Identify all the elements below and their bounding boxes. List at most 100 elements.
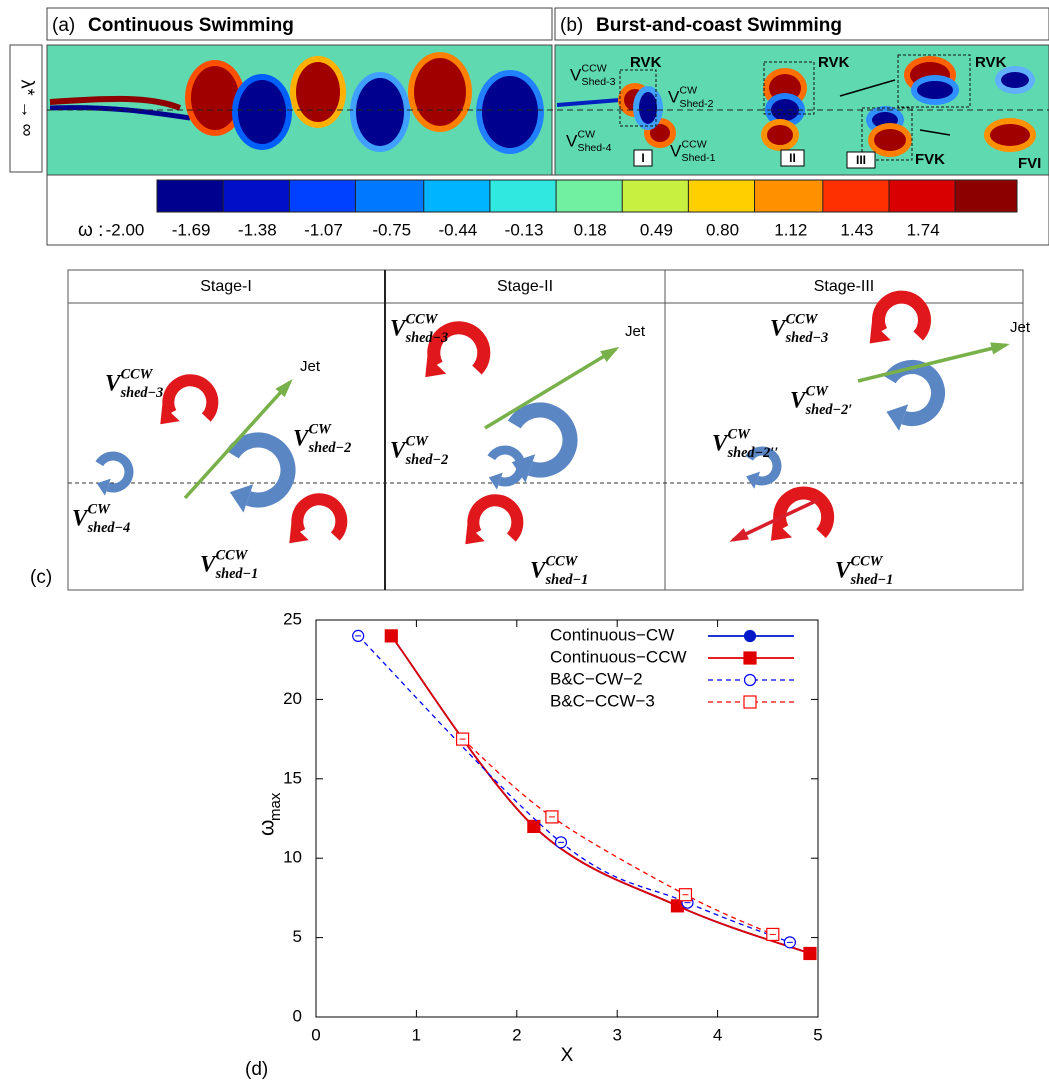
- vortex-sup: CCW: [546, 554, 579, 570]
- color-bin: [622, 180, 689, 212]
- color-bin: [223, 180, 290, 212]
- colorbar-tick-label: 0.80: [706, 220, 739, 239]
- y-tick-label: 20: [283, 689, 302, 708]
- vortex-sup: CW: [578, 129, 596, 141]
- y-tick-label: 15: [283, 768, 302, 787]
- colorbar-tick-label: -1.69: [172, 220, 211, 239]
- color-bin: [688, 180, 755, 212]
- stage-header: Stage-III: [814, 278, 874, 295]
- jet-arrow-head: [990, 342, 1010, 355]
- rotation-head: [289, 523, 309, 544]
- stage-header: Stage-I: [200, 278, 252, 295]
- series-line: [357, 635, 791, 943]
- x-tick-label: 3: [612, 1025, 621, 1044]
- legend-label: Continuous−CCW: [550, 647, 687, 666]
- vortex-sup: CW: [88, 502, 112, 518]
- legend-label: B&C−CW−2: [550, 669, 643, 688]
- x-tick-label: 0: [311, 1025, 320, 1044]
- vortex-sup: CCW: [582, 63, 607, 75]
- colorbar-tick-label: -1.07: [304, 220, 343, 239]
- vortex-sub: Shed-3: [582, 76, 616, 88]
- series-line: [462, 738, 774, 936]
- rotation-head: [488, 472, 503, 490]
- rotation-arc: [773, 486, 835, 538]
- vortex-sup: CCW: [406, 312, 439, 328]
- panel-d-label: (d): [245, 1059, 268, 1080]
- x-tick-label: 5: [813, 1025, 822, 1044]
- vortex-base: V: [566, 131, 578, 150]
- rotation-head: [869, 322, 891, 344]
- y-tick-label: 5: [293, 927, 302, 946]
- color-bin: [955, 180, 1017, 212]
- rotation-arc: [872, 290, 931, 341]
- vortex-sup: CW: [680, 85, 698, 97]
- color-bin: [355, 180, 424, 212]
- colorbar-tick-label: -1.38: [238, 220, 277, 239]
- vortex-blob: [767, 125, 793, 145]
- jet-arrow-head: [275, 379, 293, 398]
- region-tag: RVK: [975, 54, 1007, 71]
- vortex-sup: CW: [806, 384, 830, 400]
- vortex-base: V: [670, 141, 682, 160]
- jet-arrow: [484, 347, 617, 430]
- region-tag: FVI: [1018, 155, 1041, 172]
- stage-table: [67, 269, 1024, 591]
- vortex-base: V: [200, 551, 217, 576]
- legend-marker: [743, 673, 757, 687]
- stage-header: Stage-II: [497, 278, 553, 295]
- vortex-sub: Shed-2: [680, 98, 714, 110]
- vortex-sub: shed−3: [120, 385, 164, 401]
- vortex-base: V: [668, 87, 680, 106]
- rotation-arc: [291, 493, 348, 541]
- marker: [384, 629, 398, 643]
- wake-streak: [49, 95, 182, 111]
- jet-label: Jet: [300, 358, 321, 375]
- rotation-head: [229, 484, 254, 513]
- panel-c-label: (c): [30, 567, 52, 588]
- y-tick-label: 0: [293, 1006, 302, 1025]
- colorbar-tick-label: 0.49: [640, 220, 673, 239]
- rotation-arc: [225, 432, 296, 508]
- y-axis-subscript: max: [267, 792, 284, 821]
- region-tag: FVK: [915, 151, 945, 168]
- stage-tag: II: [789, 151, 796, 165]
- vortex-blob: [771, 99, 799, 121]
- colorbar-tick-label: -2.00: [106, 220, 145, 239]
- color-bin: [289, 180, 356, 212]
- rotation-head: [886, 404, 909, 431]
- vortex-base: V: [570, 65, 582, 84]
- legend-marker: [743, 651, 757, 665]
- rotation-head: [770, 519, 793, 541]
- vortex-base: V: [770, 315, 787, 340]
- x-tick-label: 2: [512, 1025, 521, 1044]
- rotation-head: [160, 404, 180, 425]
- jet-arrow-head: [600, 346, 620, 362]
- y-tick-label: 25: [283, 609, 302, 628]
- rotation-head: [425, 355, 447, 378]
- region-box: [861, 107, 913, 161]
- colorbar-tick-label: 1.74: [907, 220, 940, 239]
- marker: [803, 946, 817, 961]
- vortex-blob: [874, 129, 906, 151]
- color-bin: [556, 180, 623, 212]
- vortex-sup: CW: [406, 434, 430, 450]
- vortex-blob: [917, 81, 953, 99]
- vortex-sup: CCW: [121, 367, 154, 383]
- series-line: [390, 635, 811, 955]
- stage-tag-box: [846, 151, 876, 169]
- vortex-sub: Shed-1: [682, 152, 716, 164]
- color-bin: [157, 180, 224, 212]
- jet-label: Jet: [1010, 319, 1031, 336]
- region-box: [619, 69, 657, 127]
- color-bin: [888, 180, 956, 212]
- stage-tag-box: [780, 149, 805, 167]
- vortex-blob: [296, 62, 340, 122]
- arrow: [919, 129, 951, 136]
- rotation-arc: [507, 402, 578, 478]
- vortex-sub: Shed-4: [578, 142, 612, 154]
- color-bin: [423, 180, 490, 212]
- vortex-blob: [191, 66, 239, 130]
- vortex-base: V: [712, 430, 729, 455]
- rotation-arc: [162, 374, 219, 422]
- vortex-base: V: [530, 557, 547, 582]
